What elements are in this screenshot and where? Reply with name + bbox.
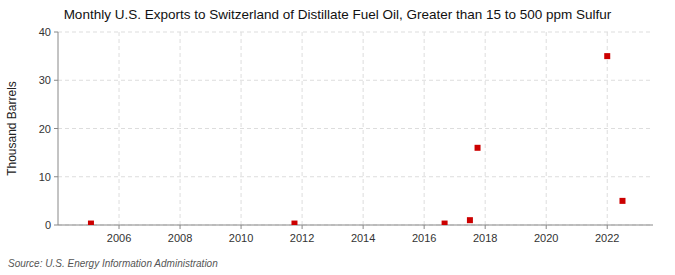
y-tick-label: 20 (39, 123, 51, 135)
y-grid-line (58, 225, 653, 226)
grid (58, 32, 653, 225)
y-tick-label: 30 (39, 74, 51, 86)
x-grid-line (119, 32, 120, 225)
x-tick (119, 225, 120, 229)
point (619, 198, 625, 204)
y-tick (54, 32, 58, 33)
x-grid-line (302, 32, 303, 225)
x-tick-label: 2020 (534, 232, 558, 244)
x-tick-label: 2014 (351, 232, 375, 244)
x-tick-label: 2012 (290, 232, 314, 244)
y-tick (54, 225, 58, 226)
y-grid-line (58, 128, 653, 129)
x-tick (607, 225, 608, 229)
x-tick (546, 225, 547, 229)
y-axis-label: Thousand Barrels (5, 81, 19, 176)
source: Source: U.S. Energy Information Administ… (8, 258, 218, 269)
y-tick (54, 176, 58, 177)
y-axis: 0 10 20 30 40 (39, 26, 58, 231)
x-tick-label: 2022 (595, 232, 619, 244)
x-tick (180, 225, 181, 229)
y-tick (54, 128, 58, 129)
point (467, 217, 473, 223)
x-grid-line (546, 32, 547, 225)
x-tick (241, 225, 242, 229)
points (88, 53, 626, 225)
x-axis-line (58, 225, 653, 226)
x-tick-label: 2018 (473, 232, 497, 244)
x-tick (424, 225, 425, 229)
point (604, 53, 610, 59)
chart: 2006 2008 2010 2012 2014 2016 2018 2020 2022 0 10 2… (0, 0, 675, 275)
point (475, 145, 481, 151)
y-grid-line (58, 80, 653, 81)
x-tick-label: 2008 (168, 232, 192, 244)
x-tick-label: 2010 (229, 232, 253, 244)
chart-container: 2006 2008 2010 2012 2014 2016 2018 2020 2022 0 10 2… (0, 0, 675, 275)
x-tick (485, 225, 486, 229)
title: Monthly U.S. Exports to Switzerland of D… (64, 7, 612, 22)
point (88, 221, 94, 225)
y-tick-label: 0 (45, 219, 51, 231)
x-axis: 2006 2008 2010 2012 2014 2016 2018 2020 2022 (107, 225, 620, 244)
point (291, 221, 297, 225)
point (442, 221, 448, 225)
x-tick-label: 2006 (107, 232, 131, 244)
y-grid-line (58, 32, 653, 33)
x-tick (302, 225, 303, 229)
x-tick (363, 225, 364, 229)
y-tick (54, 80, 58, 81)
y-tick-label: 10 (39, 171, 51, 183)
x-tick-label: 2016 (412, 232, 436, 244)
y-tick-label: 40 (39, 26, 51, 38)
y-grid-line (58, 176, 653, 177)
